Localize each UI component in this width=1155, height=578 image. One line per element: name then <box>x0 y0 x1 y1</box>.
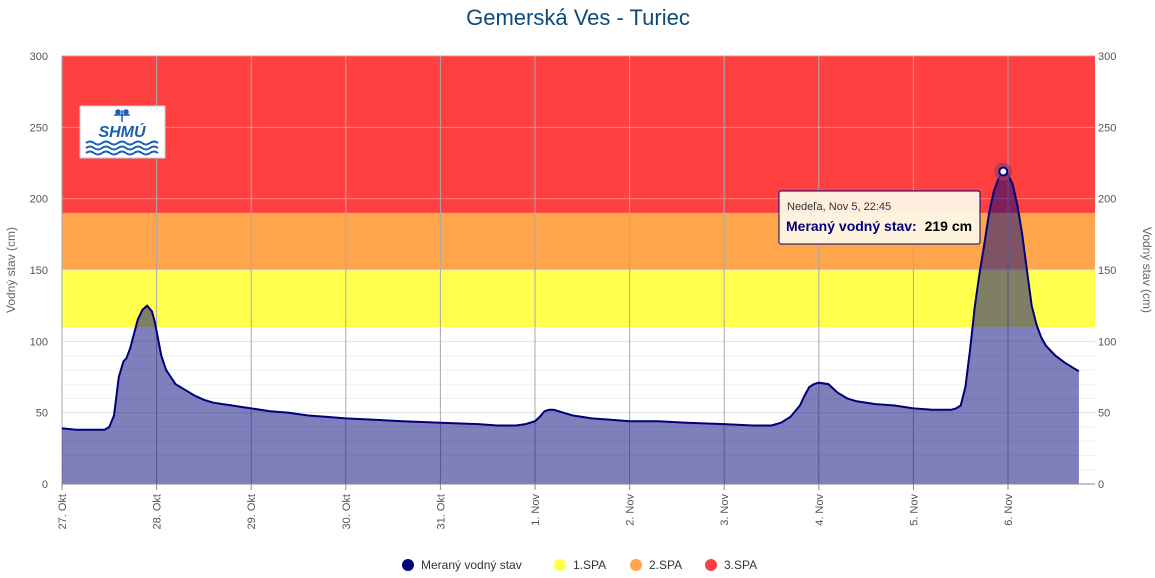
weather-vane-icon <box>114 109 130 122</box>
y-tick-label-right: 50 <box>1098 408 1110 420</box>
y-tick-label-right: 100 <box>1098 336 1116 348</box>
series-line <box>61 170 1080 431</box>
x-tick-label: 4. Nov <box>814 494 826 526</box>
x-tick-label: 3. Nov <box>719 494 731 526</box>
x-tick-label: 31. Okt <box>435 494 447 529</box>
y-axis-label-left: Vodný stav (cm) <box>4 227 18 313</box>
x-tick-label: 29. Okt <box>246 494 258 529</box>
tooltip-value: 219 cm <box>925 218 972 234</box>
x-tick-label: 28. Okt <box>152 494 164 529</box>
legend-marker <box>554 559 566 571</box>
legend: Meraný vodný stav 1.SPA 2.SPA 3.SPA <box>402 558 757 572</box>
shmu-logo: SHMÚ <box>79 105 166 159</box>
y-axis-label-right: Vodný stav (cm) <box>1140 227 1154 313</box>
y-tick-label-right: 200 <box>1098 194 1116 206</box>
tooltip-box <box>778 190 981 245</box>
y-tick-label-left: 50 <box>36 408 48 420</box>
vertical-gridlines <box>61 56 1009 484</box>
x-tick-label: 27. Okt <box>57 494 69 529</box>
tooltip: Nedeľa, Nov 5, 22:45 Meraný vodný stav: … <box>778 190 981 245</box>
y-tick-label-left: 100 <box>30 336 48 348</box>
x-tick-label: 5. Nov <box>908 494 920 526</box>
y-tick-label-left: 300 <box>30 51 48 63</box>
y-tick-label-left: 250 <box>30 122 48 134</box>
band-1spa <box>62 270 1095 328</box>
series-area <box>62 171 1079 484</box>
logo-text: SHMÚ <box>98 122 146 141</box>
legend-item-label: 2.SPA <box>649 558 682 572</box>
band-3spa <box>62 56 1095 213</box>
series-layer <box>61 162 1080 484</box>
axes: 0 0 50 50 100 100 150 150 200 200 250 250 300 300 27. … <box>30 51 1117 529</box>
x-tick-label: 2. Nov <box>625 494 637 526</box>
legend-marker <box>402 559 414 571</box>
x-tick-label: 1. Nov <box>530 494 542 526</box>
y-tick-label-left: 0 <box>42 479 48 491</box>
y-tick-label-right: 150 <box>1098 265 1116 277</box>
legend-marker <box>705 559 717 571</box>
tooltip-label: Meraný vodný stav: 219 cm <box>786 218 972 234</box>
y-tick-label-right: 300 <box>1098 51 1116 63</box>
highlight-point <box>998 166 1009 177</box>
logo-waves <box>85 140 159 156</box>
legend-item-label: Meraný vodný stav <box>421 558 522 572</box>
y-tick-label-left: 200 <box>30 194 48 206</box>
legend-item-label: 3.SPA <box>724 558 757 572</box>
x-tick-label: 6. Nov <box>1003 494 1015 526</box>
legend-marker <box>630 559 642 571</box>
chart-title: Gemerská Ves - Turiec <box>466 5 690 30</box>
y-tick-label-left: 150 <box>30 265 48 277</box>
y-tick-label-right: 0 <box>1098 479 1104 491</box>
legend-item-label: 1.SPA <box>573 558 606 572</box>
tooltip-date: Nedeľa, Nov 5, 22:45 <box>787 201 891 213</box>
x-tick-label: 30. Okt <box>341 494 353 529</box>
y-tick-label-right: 250 <box>1098 122 1116 134</box>
